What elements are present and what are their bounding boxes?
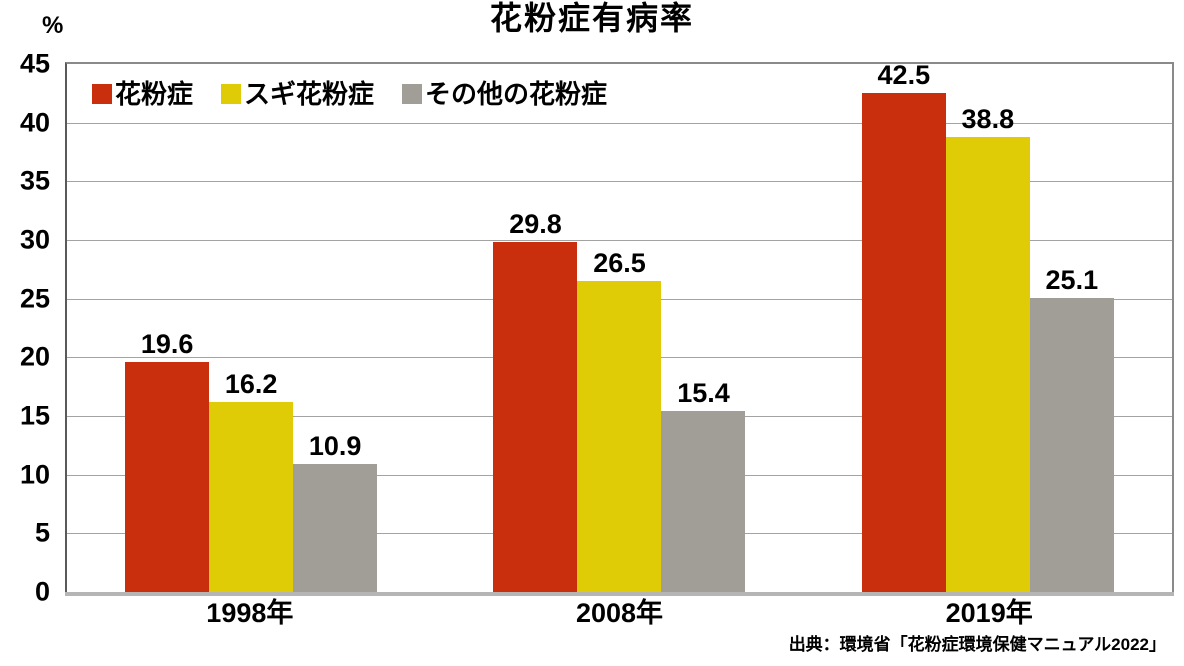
legend-item: その他の花粉症: [402, 81, 607, 107]
legend-item-label: その他の花粉症: [425, 79, 608, 109]
y-tick-label: 20: [19, 341, 50, 372]
bar-value-label: 29.8: [509, 209, 562, 240]
legend-item-label: 花粉症: [115, 79, 194, 109]
y-axis-unit-label: %: [42, 12, 64, 39]
bar-group: 42.5 38.8 25.1: [804, 62, 1172, 592]
legend-swatch-icon: [221, 84, 242, 104]
y-tick-label: 10: [19, 459, 50, 490]
legend-item-label: スギ花粉症: [244, 79, 375, 109]
bar: 16.2: [209, 370, 294, 592]
bar-value-label: 10.9: [308, 431, 362, 462]
bar-group: 19.6 16.2 10.9: [67, 64, 435, 592]
plot-area: 花粉症 スギ花粉症 その他の花粉症 19.6 16.2 10.9 29.8 26.5 15.4…: [65, 62, 1174, 592]
x-axis-label: 2008年: [575, 598, 664, 628]
bar-value-label: 26.5: [593, 248, 646, 279]
legend: 花粉症 スギ花粉症 その他の花粉症: [92, 81, 607, 107]
legend-item: スギ花粉症: [221, 81, 374, 107]
y-tick-label: 0: [34, 576, 50, 607]
bar: 29.8: [493, 211, 578, 592]
bar-groups: 19.6 16.2 10.9 29.8 26.5 15.4 42.5 38.8 25.1: [67, 62, 1172, 592]
chart-title: 花粉症有病率: [489, 0, 694, 36]
bar: 42.5: [861, 62, 946, 592]
bar-group: 29.8 26.5 15.4: [435, 64, 803, 592]
y-tick-label: 35: [19, 165, 50, 196]
bar-value-label: 19.6: [140, 329, 194, 360]
y-tick-label: 30: [19, 224, 50, 255]
source-note: 出典：環境省「花粉症環境保健マニュアル2022」: [788, 635, 1166, 654]
x-axis-label: 1998年: [206, 598, 294, 628]
gridline: [67, 181, 1172, 183]
bar: 10.9: [293, 433, 378, 592]
bar-value-label: 38.8: [961, 103, 1015, 134]
gridline: [67, 240, 1172, 241]
y-tick-label: 15: [19, 400, 50, 431]
x-axis-label: 2019年: [945, 598, 1033, 628]
y-tick-label: 25: [19, 283, 50, 314]
bar: 25.1: [1029, 266, 1114, 592]
bar: 38.8: [945, 105, 1030, 592]
bar-value-label: 25.1: [1045, 264, 1099, 295]
bar: 19.6: [125, 331, 210, 592]
y-tick-label: 45: [19, 48, 50, 79]
y-tick-label: 5: [34, 517, 50, 548]
legend-item: 花粉症: [92, 81, 193, 107]
x-axis-labels: 1998年 2008年 2019年: [65, 600, 1174, 627]
y-tick-label: 40: [19, 107, 50, 138]
bar: 15.4: [661, 380, 746, 592]
bar-value-label: 16.2: [224, 368, 278, 399]
x-axis-line: [65, 592, 1174, 596]
gridline: [67, 122, 1172, 124]
bar-value-label: 42.5: [877, 60, 931, 91]
legend-swatch-icon: [92, 84, 112, 104]
legend-swatch-icon: [402, 84, 423, 104]
bar-value-label: 15.4: [677, 378, 730, 409]
bar: 26.5: [577, 250, 662, 592]
